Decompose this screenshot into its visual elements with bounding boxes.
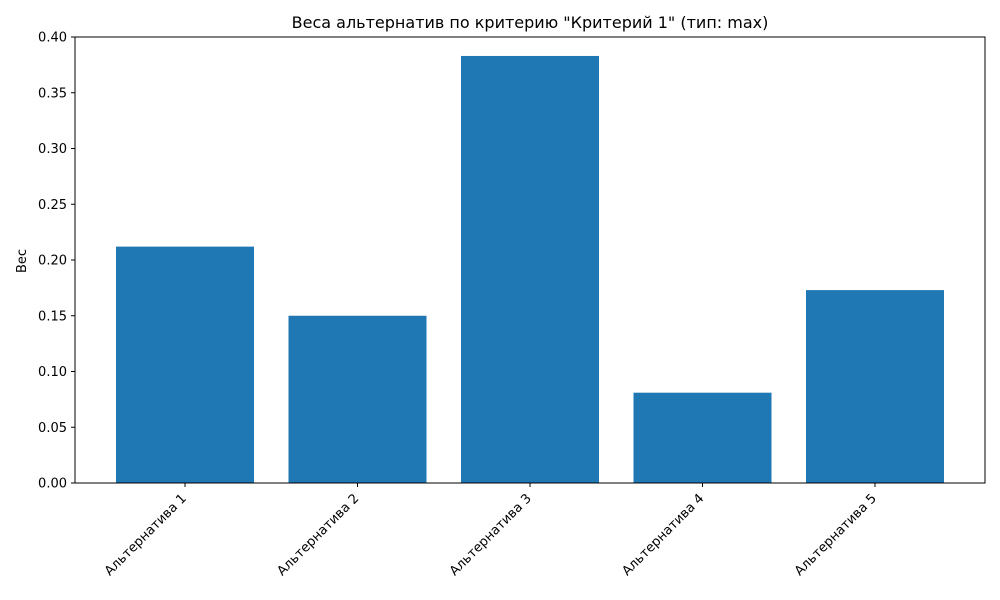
bar-1 bbox=[116, 246, 254, 483]
x-tick-label-5: Альтернатива 5 bbox=[792, 491, 880, 579]
chart-title: Веса альтернатив по критерию "Критерий 1… bbox=[292, 13, 769, 32]
x-tick-label-1: Альтернатива 1 bbox=[102, 491, 190, 579]
y-tick-label-5: 0.25 bbox=[38, 198, 67, 213]
y-tick-label-8: 0.40 bbox=[38, 31, 67, 46]
bars-group bbox=[116, 55, 944, 484]
y-axis-label: Вес bbox=[15, 249, 30, 273]
y-tick-label-2: 0.10 bbox=[38, 365, 67, 380]
bar-3 bbox=[461, 55, 599, 484]
y-tick-label-6: 0.30 bbox=[38, 142, 67, 157]
bar-2 bbox=[288, 315, 427, 483]
y-tick-label-7: 0.35 bbox=[38, 86, 67, 101]
y-tick-label-4: 0.20 bbox=[38, 254, 67, 269]
bar-4 bbox=[633, 392, 772, 483]
x-tick-label-3: Альтернатива 3 bbox=[447, 491, 535, 579]
y-tick-label-3: 0.15 bbox=[38, 309, 67, 324]
x-tick-label-4: Альтернатива 4 bbox=[619, 491, 707, 579]
y-tick-label-0: 0.00 bbox=[38, 477, 67, 492]
bar-5 bbox=[806, 290, 944, 483]
plot-area-frame bbox=[74, 36, 986, 484]
x-axis: Альтернатива 1 Альтернатива 2 Альтернатива… bbox=[102, 483, 880, 579]
x-tick-label-2: Альтернатива 2 bbox=[274, 491, 362, 579]
y-tick-label-1: 0.05 bbox=[38, 421, 67, 436]
y-axis: 0.00 0.05 0.10 0.15 0.20 0.25 0.30 0.35 0.40 bbox=[38, 31, 75, 492]
